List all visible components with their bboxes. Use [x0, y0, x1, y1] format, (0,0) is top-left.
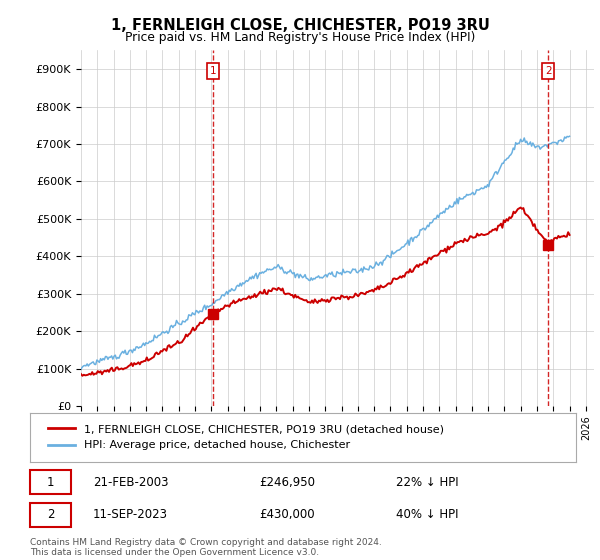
Legend: 1, FERNLEIGH CLOSE, CHICHESTER, PO19 3RU (detached house), HPI: Average price, d: 1, FERNLEIGH CLOSE, CHICHESTER, PO19 3RU…: [41, 418, 451, 457]
Text: 1, FERNLEIGH CLOSE, CHICHESTER, PO19 3RU: 1, FERNLEIGH CLOSE, CHICHESTER, PO19 3RU: [110, 18, 490, 33]
Text: 11-SEP-2023: 11-SEP-2023: [93, 508, 168, 521]
FancyBboxPatch shape: [30, 503, 71, 526]
Text: 22% ↓ HPI: 22% ↓ HPI: [396, 476, 458, 489]
Text: 40% ↓ HPI: 40% ↓ HPI: [396, 508, 458, 521]
FancyBboxPatch shape: [30, 470, 71, 494]
Text: Contains HM Land Registry data © Crown copyright and database right 2024.
This d: Contains HM Land Registry data © Crown c…: [30, 538, 382, 557]
Text: £430,000: £430,000: [259, 508, 315, 521]
Text: 21-FEB-2003: 21-FEB-2003: [93, 476, 168, 489]
Text: Price paid vs. HM Land Registry's House Price Index (HPI): Price paid vs. HM Land Registry's House …: [125, 31, 475, 44]
Text: 1: 1: [210, 66, 217, 76]
Text: £246,950: £246,950: [259, 476, 316, 489]
Text: 1: 1: [47, 476, 54, 489]
Text: 2: 2: [545, 66, 552, 76]
Text: 2: 2: [47, 508, 54, 521]
